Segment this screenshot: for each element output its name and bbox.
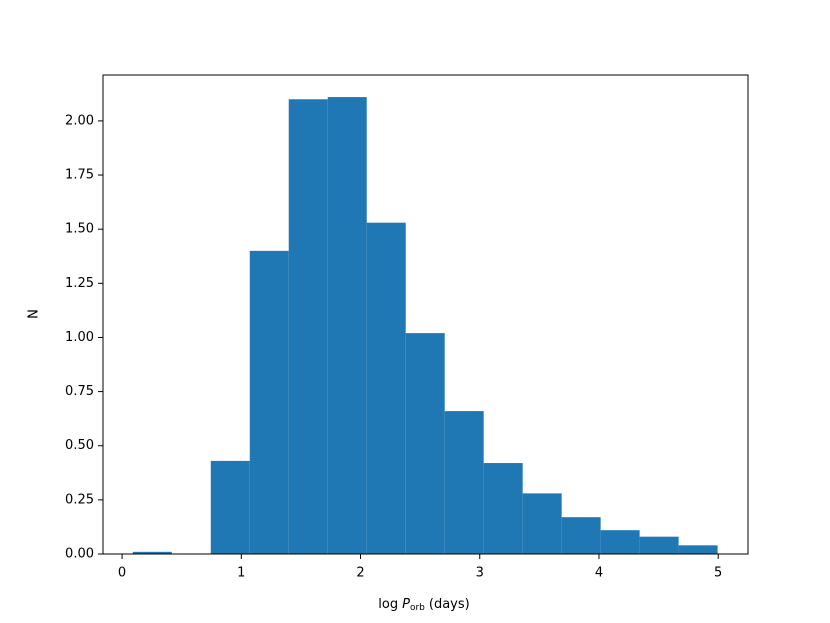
histogram-bar <box>249 250 289 554</box>
y-tick-label: 0.00 <box>65 547 94 562</box>
histogram-bar <box>132 551 172 554</box>
x-tick-label: 1 <box>237 566 245 581</box>
histogram-bar <box>366 222 406 554</box>
histogram-bar <box>639 536 679 554</box>
x-tick-label: 4 <box>595 566 603 581</box>
y-tick-label: 2.00 <box>65 113 94 128</box>
histogram-bar <box>483 463 523 554</box>
x-tick-label: 2 <box>356 566 364 581</box>
y-tick-label: 0.25 <box>65 492 94 507</box>
histogram-bar <box>561 517 601 554</box>
x-tick-label: 5 <box>714 566 722 581</box>
y-tick-label: 1.75 <box>65 168 94 183</box>
x-tick-label: 0 <box>118 566 126 581</box>
x-label-symbol: P <box>402 597 410 612</box>
histogram-bar <box>288 99 328 554</box>
y-tick-label: 1.00 <box>65 330 94 345</box>
y-axis-label: N <box>27 309 42 319</box>
histogram-bar <box>444 411 484 554</box>
histogram-bar <box>678 545 718 554</box>
x-label-prefix: log <box>378 597 398 612</box>
axes-frame <box>102 74 749 555</box>
y-tick-label: 1.25 <box>65 276 94 291</box>
y-tick-label: 0.75 <box>65 384 94 399</box>
y-tick-label: 0.50 <box>65 438 94 453</box>
x-label-subscript: orb <box>410 603 425 613</box>
x-tick-label: 3 <box>476 566 484 581</box>
histogram-bar <box>522 493 562 554</box>
histogram-bar <box>600 530 640 554</box>
y-tick-label: 1.50 <box>65 222 94 237</box>
x-axis-label: log Porb (days) <box>378 597 469 613</box>
histogram-bar <box>210 460 250 554</box>
x-label-suffix: (days) <box>429 597 470 612</box>
histogram-bar <box>327 97 367 554</box>
histogram-bar <box>405 333 445 554</box>
